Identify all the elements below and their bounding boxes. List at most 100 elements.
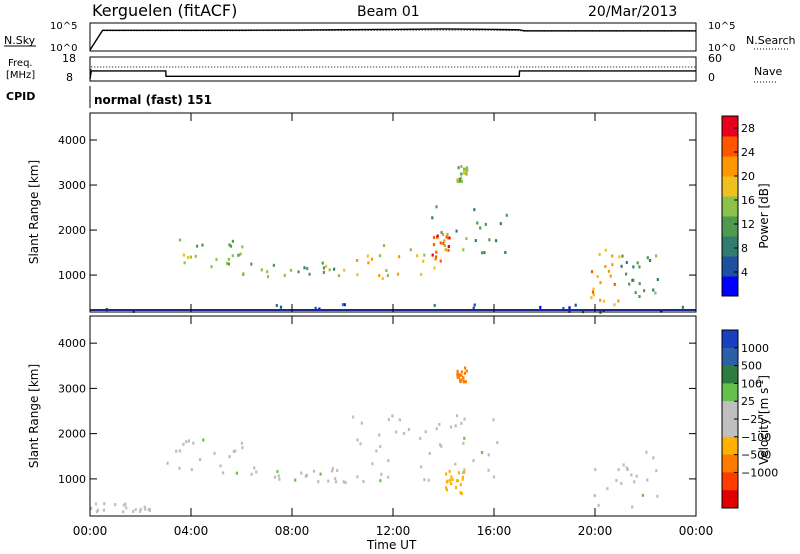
scatter-cell (103, 502, 106, 506)
scatter-cell (449, 425, 452, 429)
scatter-cell (646, 256, 649, 260)
scatter-cell (473, 303, 476, 307)
scatter-cell (480, 251, 484, 255)
scatter-cell (636, 261, 639, 265)
freq-left-tick-top: 18 (62, 52, 76, 65)
scatter-cell (278, 477, 281, 481)
scatter-cell (409, 248, 412, 252)
scatter-cell (132, 510, 135, 513)
velocity-colorbar: 1000 500 100 25 −25 −100 −500 −1000 (721, 329, 778, 509)
scatter-cell (447, 248, 450, 252)
scatter-cell (439, 241, 442, 245)
scatter-cell (215, 258, 218, 261)
scatter-cell (356, 259, 359, 262)
scatter-cell (597, 503, 600, 507)
scatter-cell (378, 274, 381, 278)
y-tick-label: 2000 (58, 224, 86, 237)
power-colorbar-tick-label: 4 (741, 266, 748, 279)
scatter-cell (241, 446, 244, 450)
scatter-cell (445, 486, 448, 490)
scatter-cell (592, 287, 595, 291)
scatter-cell (387, 475, 390, 479)
scatter-cell (242, 272, 245, 276)
scatter-cell (241, 245, 244, 249)
scatter-cell (196, 244, 199, 248)
scatter-cell (626, 468, 629, 472)
scatter-cell (656, 278, 659, 281)
scatter-cell (632, 265, 635, 269)
scatter-cell (225, 261, 229, 265)
scatter-cell (431, 253, 434, 257)
scatter-cell (234, 449, 237, 453)
power-colorbar-tick-label: 12 (741, 218, 755, 231)
scatter-cell (617, 468, 620, 472)
scatter-cell (596, 275, 599, 279)
scatter-cell (617, 299, 620, 303)
scatter-cell (202, 438, 205, 442)
scatter-cell (592, 293, 595, 297)
scatter-cell (250, 472, 253, 476)
scatter-cell (235, 471, 238, 475)
power-colorbar-segment (722, 196, 738, 217)
scatter-cell (272, 263, 275, 267)
power-colorbar-segment (722, 176, 738, 197)
x-tick-label: 00:00 (679, 524, 714, 538)
scatter-cell (317, 480, 320, 484)
scatter-cell (604, 265, 607, 268)
power-colorbar-tick-label: 20 (741, 170, 755, 183)
power-colorbar-segment (722, 116, 738, 137)
scatter-cell (219, 464, 222, 468)
scatter-cell (454, 462, 457, 466)
scatter-cell (460, 165, 463, 168)
scatter-cell (232, 449, 235, 453)
scatter-cell (222, 471, 225, 475)
scatter-cell (445, 472, 448, 476)
scatter-cell (166, 461, 169, 465)
scatter-cell (660, 309, 663, 313)
scatter-cell (631, 278, 634, 282)
scatter-cell (266, 270, 269, 274)
scatter-cell (599, 298, 602, 302)
scatter-cell (327, 479, 330, 483)
scatter-cell (611, 254, 614, 258)
scatter-cell (646, 478, 649, 482)
scatter-cell (395, 430, 398, 434)
scatter-cell (656, 494, 659, 498)
scatter-cell (321, 261, 324, 265)
freq-panel (89, 56, 697, 82)
scatter-cell (440, 444, 443, 448)
scatter-cell (654, 291, 657, 295)
scatter-cell (643, 289, 646, 293)
velocity-colorbar-segment (722, 472, 738, 491)
scatter-cell (438, 423, 441, 426)
scatter-cell (465, 369, 468, 373)
scatter-cell (463, 470, 466, 474)
scatter-cell (480, 451, 484, 454)
freq-left-tick-bottom: 8 (66, 71, 73, 84)
velocity-colorbar-tick-label: 500 (741, 360, 762, 373)
scatter-cell (459, 483, 462, 487)
scatter-cell (148, 507, 151, 511)
x-tick-label: 08:00 (275, 524, 310, 538)
scatter-cell (231, 254, 234, 258)
scatter-cell (606, 487, 609, 491)
scatter-cell (631, 505, 634, 509)
scatter-cell (622, 463, 625, 467)
scatter-cell (456, 479, 459, 483)
scatter-cell (460, 172, 463, 176)
scatter-cell (143, 505, 146, 509)
noise-search-line (89, 29, 696, 51)
scatter-cell (439, 259, 442, 263)
scatter-cell (341, 303, 345, 307)
power-colorbar: 4 8 12 16 20 24 28 (721, 115, 755, 297)
velocity-colorbar-segment (722, 347, 738, 367)
power-colorbar-label: Power [dB] (757, 183, 771, 248)
scatter-cell (479, 226, 482, 230)
scatter-cell (635, 474, 638, 478)
power-colorbar-frame (721, 115, 739, 297)
scatter-cell (594, 468, 597, 472)
scatter-cell (648, 259, 652, 262)
scatter-cell (275, 304, 278, 307)
scatter-cell (462, 248, 465, 252)
